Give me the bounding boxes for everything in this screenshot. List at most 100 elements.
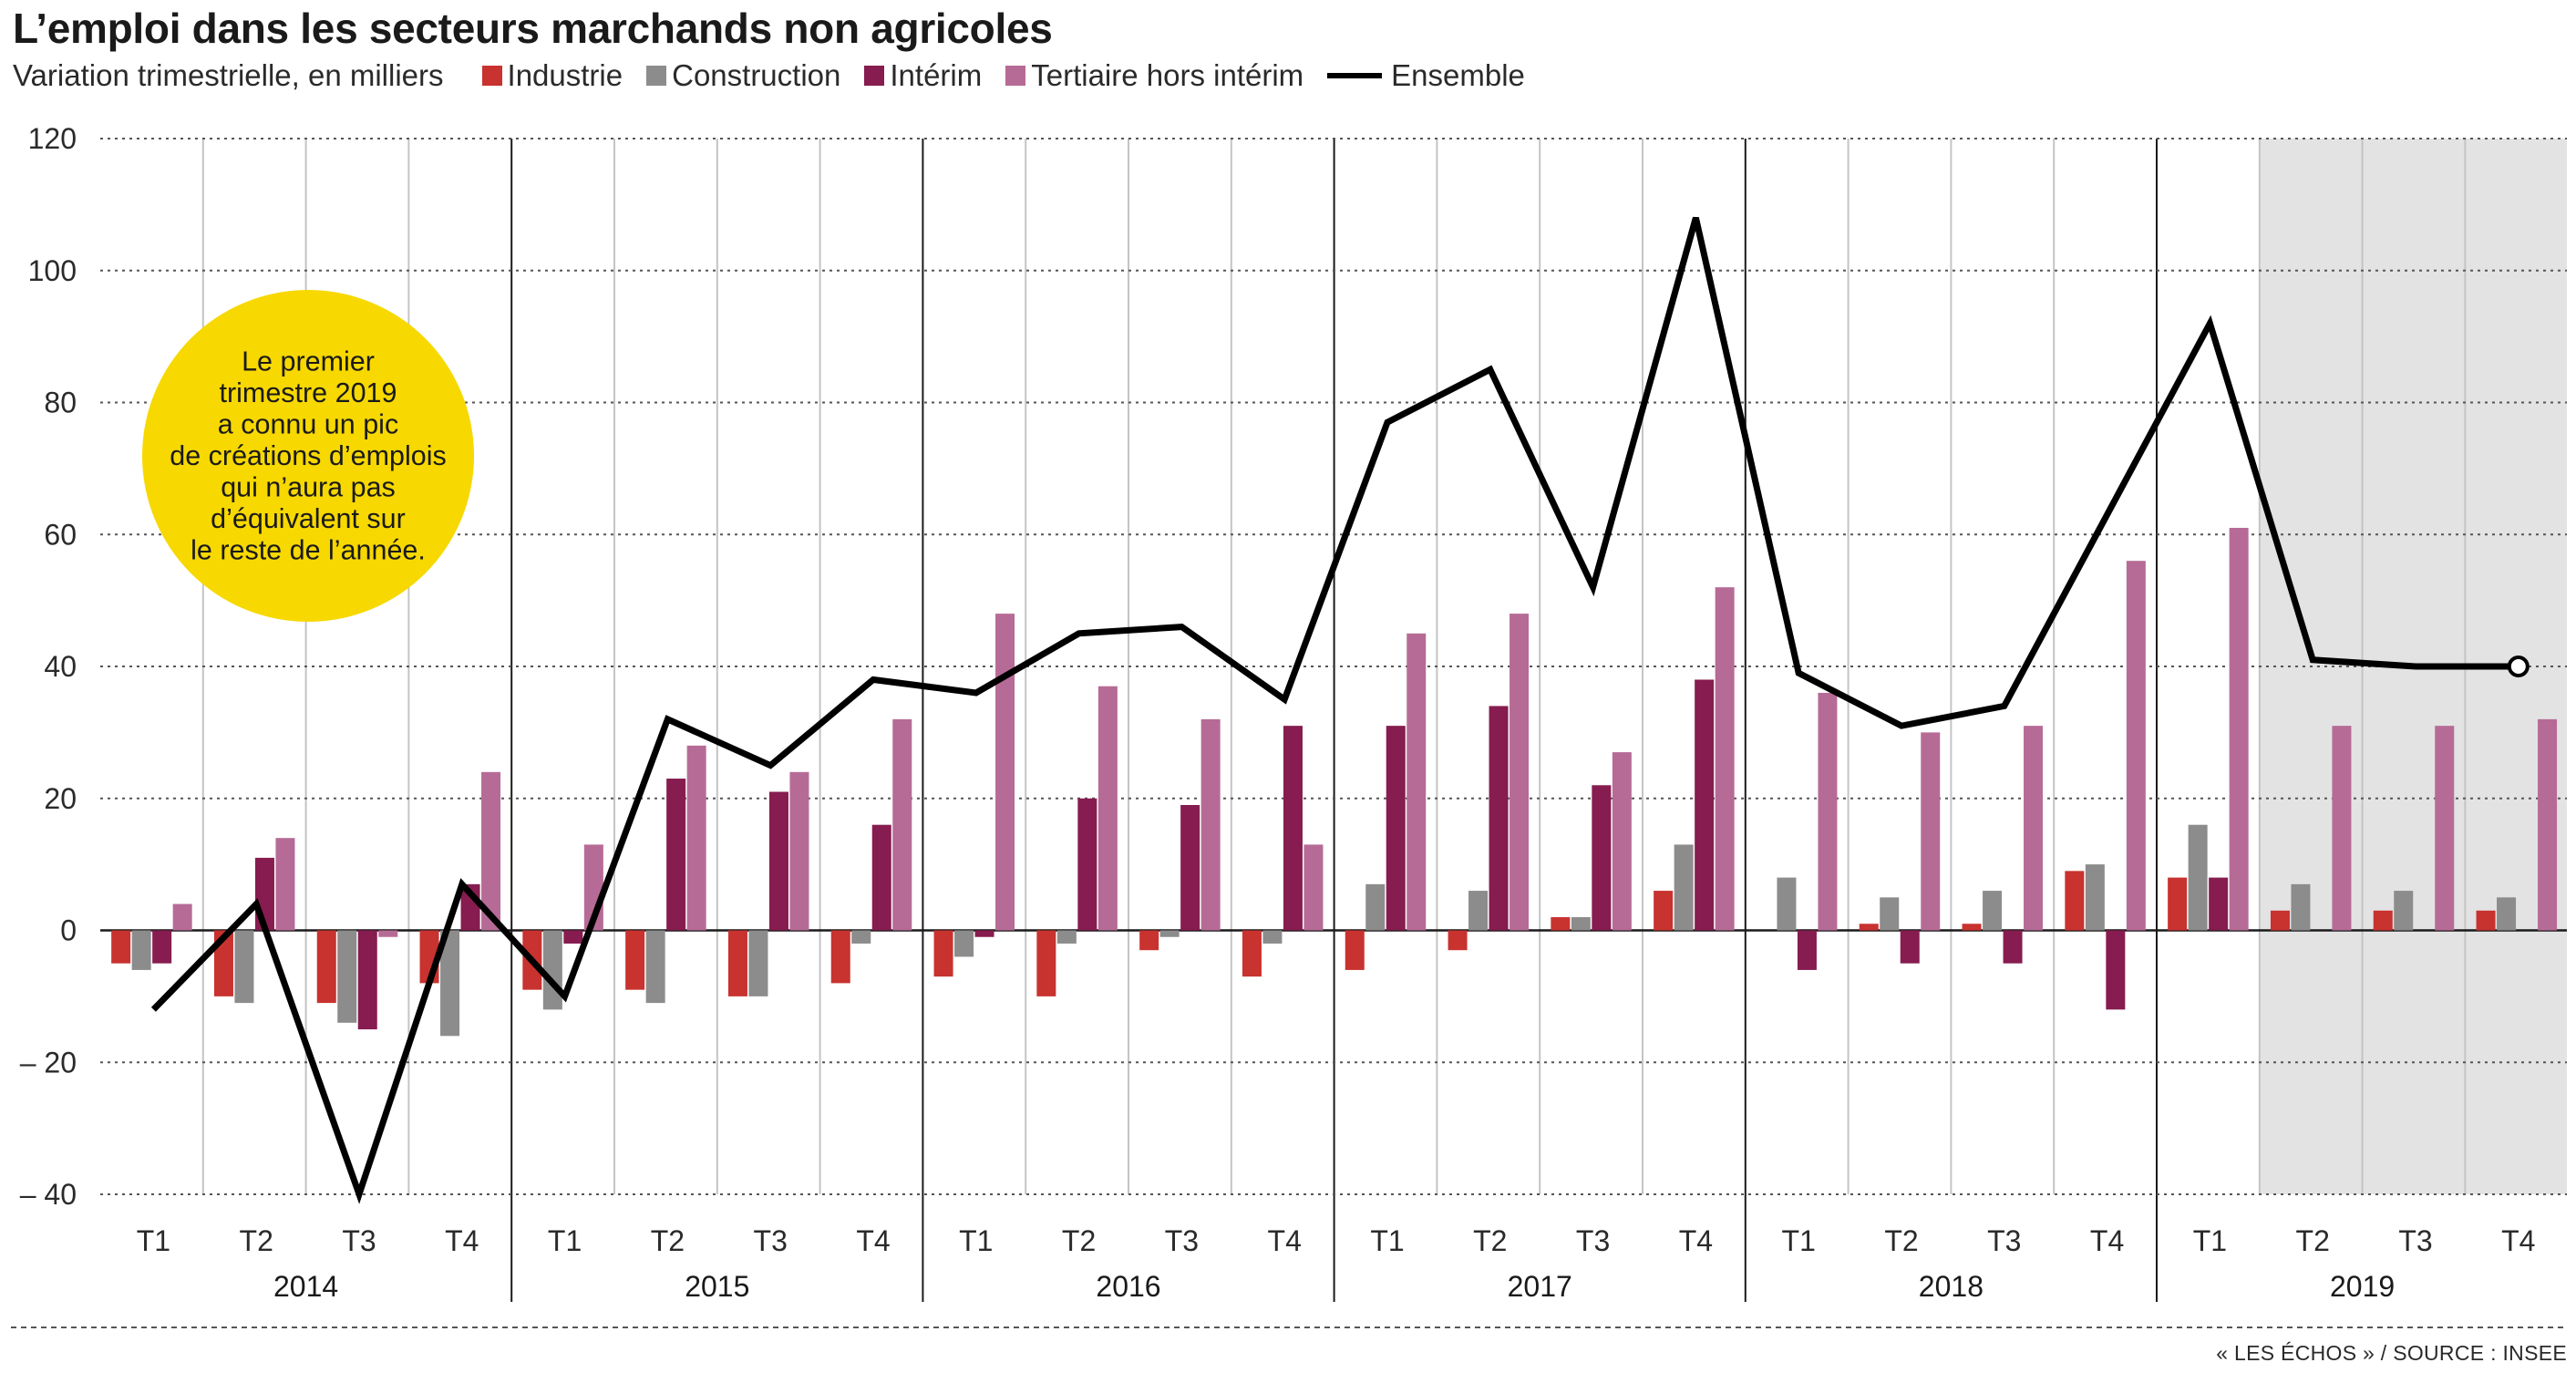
bar-interim — [1180, 805, 1200, 931]
bar-tertiaire — [1303, 844, 1323, 930]
year-label: 2016 — [1096, 1270, 1160, 1303]
bar-construction — [1468, 891, 1488, 930]
bar-construction — [2497, 897, 2516, 930]
x-tick-label: T1 — [1370, 1224, 1404, 1257]
callout-line: Le premier — [242, 346, 375, 377]
bar-tertiaire — [995, 614, 1015, 930]
bar-industrie — [1139, 931, 1159, 951]
x-tick-label: T2 — [1884, 1224, 1918, 1257]
bar-tertiaire — [1201, 719, 1221, 931]
bar-industrie — [1036, 931, 1056, 996]
chart-area: 120100806040200– 20– 40T1 T2 T3 T4 T1 T2 T3 T4 T… — [0, 0, 2576, 1373]
bar-industrie — [728, 931, 747, 996]
bar-tertiaire — [2127, 561, 2146, 930]
x-tick-label: T4 — [856, 1224, 890, 1257]
bar-interim — [1386, 726, 1406, 930]
x-tick-label: T1 — [2193, 1224, 2227, 1257]
year-label: 2015 — [685, 1270, 749, 1303]
bar-tertiaire — [1613, 752, 1632, 930]
bar-industrie — [934, 931, 953, 977]
bar-interim — [152, 931, 171, 964]
bar-tertiaire — [1510, 614, 1529, 930]
bar-tertiaire — [892, 719, 912, 931]
bar-construction — [1160, 931, 1180, 937]
x-tick-label: T1 — [959, 1224, 993, 1257]
x-tick-label: T4 — [1268, 1224, 1302, 1257]
bar-construction — [543, 931, 562, 1010]
bar-tertiaire — [275, 838, 294, 930]
bar-interim — [1592, 785, 1611, 930]
x-tick-label: T2 — [2296, 1224, 2330, 1257]
bar-tertiaire — [1098, 686, 1118, 931]
bar-construction — [1983, 891, 2002, 930]
y-tick-label: 120 — [28, 122, 77, 155]
bar-construction — [1571, 917, 1591, 930]
bar-industrie — [2477, 911, 2496, 931]
bar-interim — [872, 825, 891, 931]
callout-line: de créations d’emplois — [170, 440, 446, 471]
year-label: 2017 — [1508, 1270, 1572, 1303]
y-tick-label: 60 — [44, 518, 77, 551]
bar-construction — [1365, 884, 1385, 931]
bar-construction — [1262, 931, 1282, 944]
y-tick-label: – 40 — [20, 1178, 77, 1211]
bar-interim — [975, 931, 994, 937]
x-tick-label: T3 — [1987, 1224, 2021, 1257]
bar-industrie — [1448, 931, 1468, 951]
bar-industrie — [1860, 924, 1879, 930]
source-note: « LES ÉCHOS » / SOURCE : INSEE — [2216, 1341, 2567, 1366]
bar-industrie — [1654, 891, 1673, 930]
ensemble-line-group — [153, 218, 2528, 1194]
bar-interim — [1798, 931, 1817, 970]
bar-construction — [132, 931, 151, 970]
y-tick-label: 100 — [28, 254, 77, 287]
year-label: 2014 — [273, 1270, 338, 1303]
bar-tertiaire — [687, 746, 706, 931]
bar-industrie — [2374, 911, 2393, 931]
bar-tertiaire — [1818, 693, 1837, 931]
callout-line: d’équivalent sur — [211, 503, 406, 534]
bar-tertiaire — [2435, 726, 2454, 930]
x-tick-label: T1 — [137, 1224, 170, 1257]
bar-interim — [2004, 931, 2023, 964]
bar-industrie — [1345, 931, 1365, 970]
bar-interim — [1901, 931, 1920, 964]
bar-construction — [851, 931, 871, 944]
bar-industrie — [1242, 931, 1262, 977]
y-tick-label: – 20 — [20, 1046, 77, 1079]
year-label: 2018 — [1919, 1270, 1984, 1303]
x-tick-label: T3 — [342, 1224, 376, 1257]
bar-interim — [2209, 878, 2228, 931]
x-tick-label: T2 — [1062, 1224, 1096, 1257]
y-tick-label: 0 — [60, 914, 77, 947]
bar-tertiaire — [1716, 587, 1735, 930]
bar-construction — [2189, 825, 2208, 931]
bar-construction — [337, 931, 356, 1023]
bar-construction — [646, 931, 665, 1004]
bar-construction — [1777, 878, 1796, 931]
bar-interim — [563, 931, 582, 944]
bar-interim — [1489, 706, 1509, 930]
bar-construction — [2394, 891, 2413, 930]
bar-construction — [748, 931, 768, 996]
bar-tertiaire — [2230, 528, 2249, 930]
bar-interim — [769, 792, 788, 931]
y-tick-label: 80 — [44, 387, 77, 419]
bar-construction — [1674, 844, 1694, 930]
axis-labels: 120100806040200– 20– 40T1 T2 T3 T4 T1 T2 T3 T4 T… — [20, 122, 2536, 1303]
bar-industrie — [2271, 911, 2290, 931]
bar-tertiaire — [2332, 726, 2351, 930]
x-tick-label: T4 — [445, 1224, 479, 1257]
x-tick-label: T2 — [1473, 1224, 1507, 1257]
bar-industrie — [1551, 917, 1570, 930]
x-tick-label: T4 — [1679, 1224, 1713, 1257]
x-tick-label: T1 — [548, 1224, 582, 1257]
bar-construction — [954, 931, 974, 957]
bar-industrie — [2065, 871, 2084, 930]
bar-tertiaire — [173, 904, 192, 931]
bar-tertiaire — [1406, 634, 1426, 931]
x-tick-label: T3 — [1165, 1224, 1199, 1257]
x-tick-label: T2 — [240, 1224, 273, 1257]
bar-interim — [1077, 799, 1097, 931]
bar-tertiaire — [378, 931, 397, 937]
